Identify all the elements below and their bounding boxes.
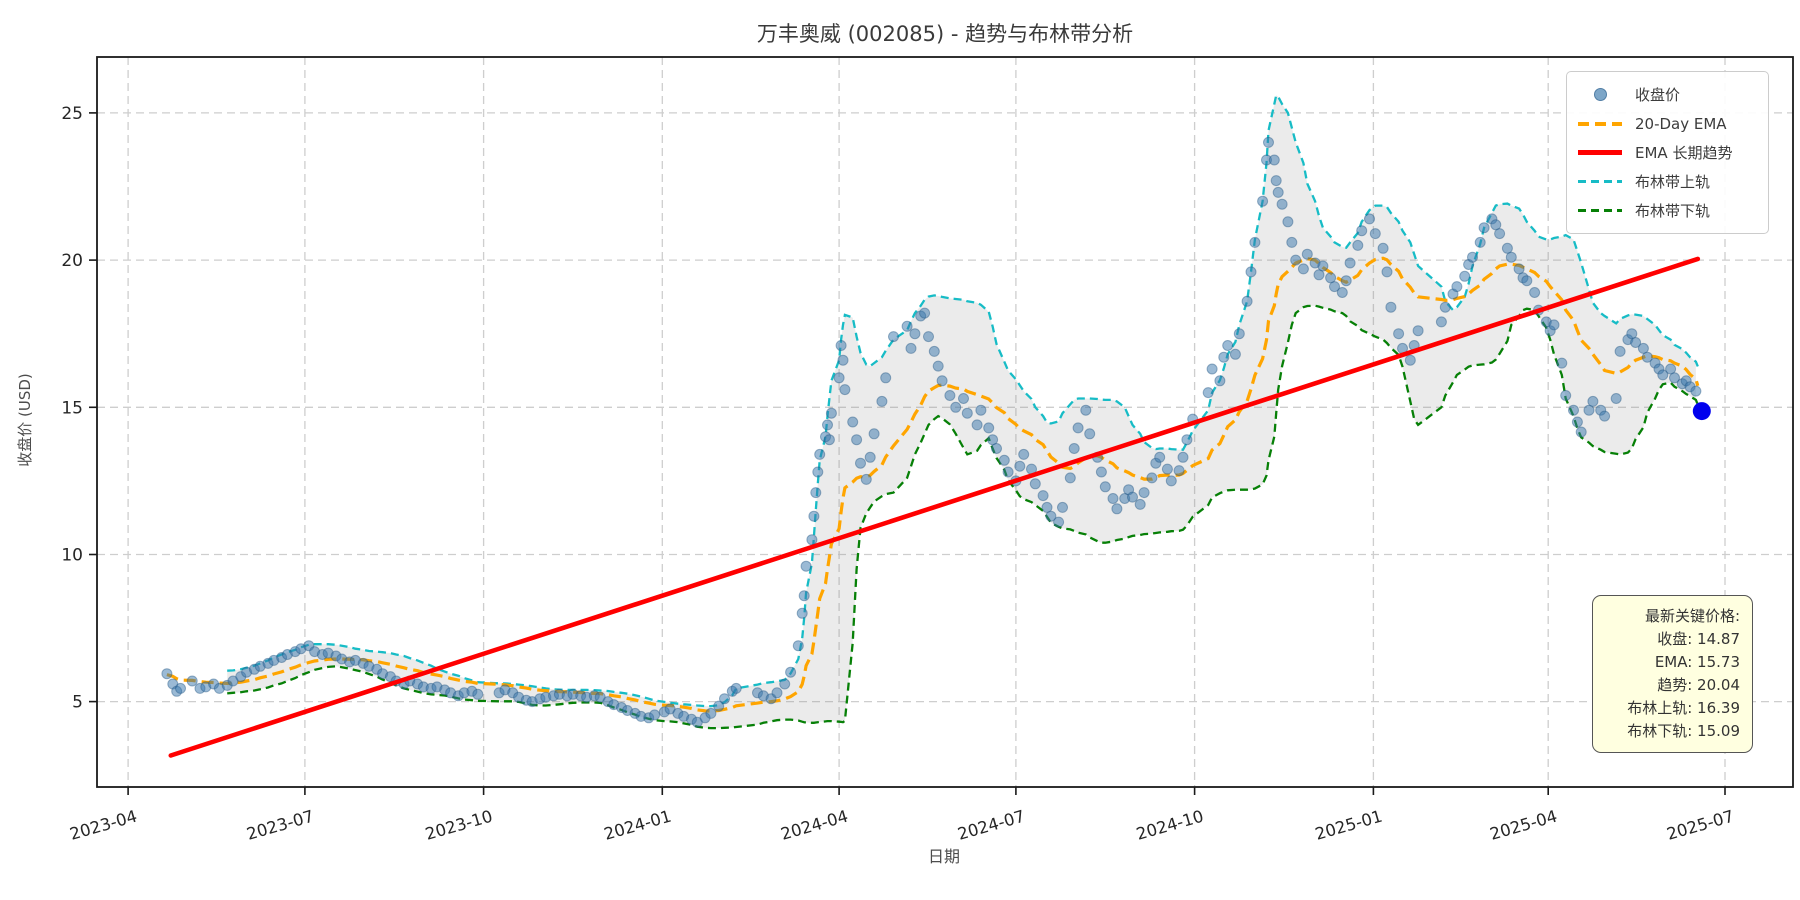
svg-text:2024-07: 2024-07 xyxy=(955,807,1027,844)
legend-item-lower-band: 布林带下轨 xyxy=(1577,196,1758,225)
svg-text:10: 10 xyxy=(61,546,83,566)
svg-text:15: 15 xyxy=(61,398,83,418)
svg-text:20: 20 xyxy=(61,251,83,271)
annotation-upper: 布林上轨: 16.39 xyxy=(1627,698,1740,717)
annotation-title: 最新关键价格: xyxy=(1644,607,1740,625)
svg-text:25: 25 xyxy=(61,104,83,124)
y-axis-label: 收盘价 (USD) xyxy=(16,373,34,467)
legend-label: 布林带上轨 xyxy=(1635,173,1711,191)
close-scatter-marker-icon xyxy=(1593,88,1607,101)
svg-text:2023-10: 2023-10 xyxy=(423,807,495,844)
x-axis-label: 日期 xyxy=(928,847,961,866)
svg-text:2024-01: 2024-01 xyxy=(602,807,674,844)
annotation-close: 收盘: 14.87 xyxy=(1657,629,1740,648)
svg-text:2025-01: 2025-01 xyxy=(1313,807,1385,844)
svg-text:2024-04: 2024-04 xyxy=(779,807,851,844)
legend-label: 收盘价 xyxy=(1635,86,1681,104)
annotation-trend: 趋势: 20.04 xyxy=(1657,675,1740,694)
svg-text:2025-04: 2025-04 xyxy=(1488,807,1560,844)
legend-item-upper-band: 布林带上轨 xyxy=(1577,167,1758,196)
legend-item-ema: 20-Day EMA xyxy=(1577,109,1758,138)
ema-line-marker-icon xyxy=(1578,121,1622,126)
legend: 收盘价 20-Day EMA EMA 长期趋势 布林带上轨 布林带下轨 xyxy=(1566,71,1769,234)
upper-band-line-marker-icon xyxy=(1578,180,1622,183)
svg-text:5: 5 xyxy=(72,693,83,713)
chart-title: 万丰奥威 (002085) - 趋势与布林带分析 xyxy=(756,22,1134,46)
svg-text:2025-07: 2025-07 xyxy=(1665,807,1737,844)
svg-text:2024-10: 2024-10 xyxy=(1134,807,1206,844)
lower-band-line-marker-icon xyxy=(1578,209,1622,212)
legend-item-trend: EMA 长期趋势 xyxy=(1577,138,1758,167)
legend-label: EMA 长期趋势 xyxy=(1635,144,1733,162)
annotation-lower: 布林下轨: 15.09 xyxy=(1627,721,1740,740)
latest-prices-annotation: 最新关键价格: 收盘: 14.87 EMA: 15.73 趋势: 20.04 布… xyxy=(1592,595,1753,753)
svg-text:2023-04: 2023-04 xyxy=(68,807,140,844)
annotation-ema: EMA: 15.73 xyxy=(1654,652,1740,671)
trend-line-marker-icon xyxy=(1578,150,1622,155)
legend-item-close: 收盘价 xyxy=(1577,80,1758,109)
legend-label: 20-Day EMA xyxy=(1635,114,1727,133)
svg-text:2023-07: 2023-07 xyxy=(244,807,316,844)
legend-label: 布林带下轨 xyxy=(1635,202,1711,220)
